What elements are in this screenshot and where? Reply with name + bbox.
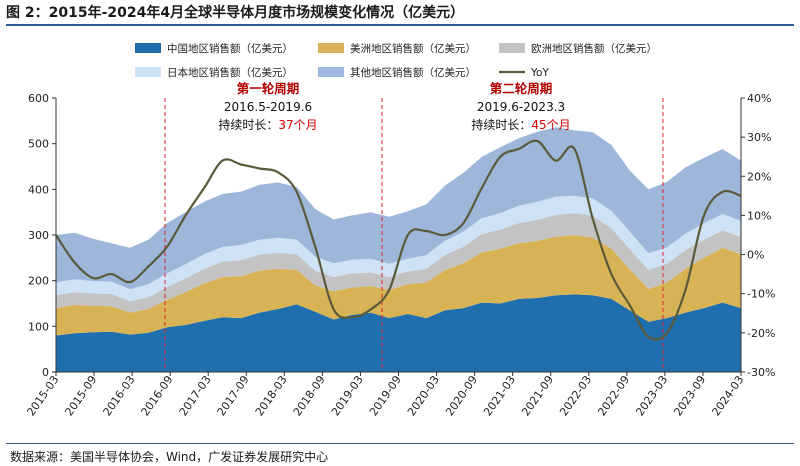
x-tick-label: 2016-09: [139, 373, 176, 418]
area-americas: [56, 235, 741, 336]
legend: 中国地区销售额（亿美元） 美洲地区销售额（亿美元） 欧洲地区销售额（亿美元） 日本地区…: [135, 42, 657, 79]
x-tick-label: 2015-03: [24, 373, 61, 418]
x-tick-label: 2016-03: [101, 373, 138, 418]
y-left-tick-label: 300: [28, 229, 49, 242]
duration-label: 持续时长：: [218, 117, 278, 132]
page-title: 图 2：2015年-2024年4月全球半导体月度市场规模变化情况（亿美元）: [6, 5, 465, 21]
x-tick-label: 2024-03: [709, 373, 746, 418]
stacked-areas: [56, 127, 741, 372]
period-2-range: 2019.6-2023.3: [477, 100, 565, 114]
area-china: [56, 294, 741, 372]
area-japan: [56, 195, 741, 302]
period-1-duration: 持续时长：37个月: [218, 117, 317, 132]
legend-swatch-americas: [318, 43, 344, 53]
y-right-tick-label: -20%: [747, 327, 775, 340]
legend-label-other: 其他地区销售额（亿美元）: [350, 66, 476, 79]
title-divider: [6, 24, 794, 26]
x-tick-label: 2022-09: [595, 373, 632, 418]
duration-value: 45个月: [531, 118, 570, 132]
x-tick-label: 2017-03: [177, 373, 214, 418]
x-tick-label: 2019-09: [367, 373, 404, 418]
x-tick-label: 2018-09: [291, 373, 328, 418]
y-right-tick-label: 20%: [747, 170, 771, 183]
legend-label-japan: 日本地区销售额（亿美元）: [167, 66, 293, 79]
y-right-tick-label: -30%: [747, 366, 775, 379]
y-left-tick-label: 500: [28, 138, 49, 151]
legend-label-china: 中国地区销售额（亿美元）: [167, 42, 293, 55]
y-left-tick-label: 400: [28, 183, 49, 196]
data-source: 数据来源：美国半导体协会，Wind，广发证券发展研究中心: [10, 450, 329, 464]
legend-label-yoy: YoY: [530, 67, 549, 79]
duration-label: 持续时长：: [471, 117, 531, 132]
y-right-tick-label: 10%: [747, 209, 771, 222]
x-tick-label: 2015-09: [62, 373, 99, 418]
x-tick-label: 2018-03: [253, 373, 290, 418]
x-tick-label: 2021-03: [481, 373, 518, 418]
legend-swatch-other: [318, 67, 344, 77]
x-tick-label: 2022-03: [557, 373, 594, 418]
period-1-range: 2016.5-2019.6: [224, 100, 312, 114]
x-tick-label: 2020-03: [405, 373, 442, 418]
x-tick-label: 2019-03: [329, 373, 366, 418]
duration-value: 37个月: [278, 118, 317, 132]
x-tick-label: 2020-09: [443, 373, 480, 418]
y-left-tick-label: 100: [28, 320, 49, 333]
y-right-tick-label: 30%: [747, 131, 771, 144]
yoy-line-group: [55, 139, 742, 341]
x-tick-label: 2023-09: [671, 373, 708, 418]
period-2-duration: 持续时长：45个月: [471, 117, 570, 132]
legend-swatch-japan: [135, 67, 161, 77]
y-left-tick-label: 0: [42, 366, 49, 379]
y-left-tick-label: 200: [28, 275, 49, 288]
y-left-tick-label: 600: [28, 92, 49, 105]
y-right-tick-label: 0%: [747, 249, 764, 262]
yoy-line: [55, 139, 742, 341]
annotations: 第一轮周期2016.5-2019.6持续时长：37个月第二轮周期2019.6-2…: [218, 81, 570, 132]
legend-swatch-europe: [499, 43, 525, 53]
area-other: [56, 127, 741, 290]
area-europe: [56, 213, 741, 313]
x-tick-label: 2017-09: [215, 373, 252, 418]
period-1-title: 第一轮周期: [237, 81, 300, 96]
legend-label-americas: 美洲地区销售额（亿美元）: [350, 42, 476, 55]
legend-label-europe: 欧洲地区销售额（亿美元）: [531, 42, 657, 55]
period-markers: [164, 98, 664, 372]
x-tick-label: 2021-09: [519, 373, 556, 418]
period-2-title: 第二轮周期: [490, 81, 553, 96]
footer-divider: [6, 443, 794, 444]
y-right-tick-label: -10%: [747, 288, 775, 301]
legend-swatch-china: [135, 43, 161, 53]
x-tick-label: 2023-03: [633, 373, 670, 418]
y-right-tick-label: 40%: [747, 92, 771, 105]
